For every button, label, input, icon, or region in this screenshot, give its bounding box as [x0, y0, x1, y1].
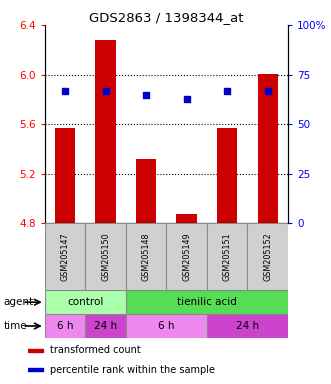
- Text: tienilic acid: tienilic acid: [177, 297, 237, 307]
- Text: GSM205150: GSM205150: [101, 232, 110, 281]
- Point: [103, 88, 108, 94]
- Bar: [45, 314, 85, 338]
- Text: time: time: [3, 321, 27, 331]
- Text: GSM205152: GSM205152: [263, 232, 272, 281]
- Bar: [176, 214, 197, 223]
- Bar: [28, 349, 43, 352]
- Bar: [85, 223, 126, 290]
- Point: [143, 91, 149, 98]
- Point: [62, 88, 68, 94]
- Text: GSM205149: GSM205149: [182, 232, 191, 281]
- Bar: [166, 223, 207, 290]
- Point: [184, 96, 189, 102]
- Text: 6 h: 6 h: [158, 321, 174, 331]
- Bar: [207, 314, 288, 338]
- Bar: [247, 223, 288, 290]
- Text: transformed count: transformed count: [50, 345, 141, 355]
- Bar: [28, 368, 43, 371]
- Text: 24 h: 24 h: [236, 321, 259, 331]
- Title: GDS2863 / 1398344_at: GDS2863 / 1398344_at: [89, 11, 244, 24]
- Bar: [45, 290, 126, 314]
- Bar: [207, 223, 247, 290]
- Text: 6 h: 6 h: [57, 321, 73, 331]
- Text: GSM205148: GSM205148: [142, 232, 151, 281]
- Point: [265, 88, 270, 94]
- Bar: [126, 223, 166, 290]
- Bar: [55, 128, 75, 223]
- Bar: [85, 314, 126, 338]
- Bar: [126, 290, 288, 314]
- Text: 24 h: 24 h: [94, 321, 117, 331]
- Bar: [126, 314, 207, 338]
- Bar: [217, 128, 237, 223]
- Text: percentile rank within the sample: percentile rank within the sample: [50, 365, 215, 375]
- Text: control: control: [67, 297, 103, 307]
- Text: agent: agent: [3, 297, 33, 307]
- Point: [224, 88, 230, 94]
- Text: GSM205151: GSM205151: [223, 232, 232, 281]
- Bar: [95, 40, 116, 223]
- Bar: [258, 74, 278, 223]
- Text: GSM205147: GSM205147: [61, 232, 70, 281]
- Bar: [136, 159, 156, 223]
- Bar: [45, 223, 85, 290]
